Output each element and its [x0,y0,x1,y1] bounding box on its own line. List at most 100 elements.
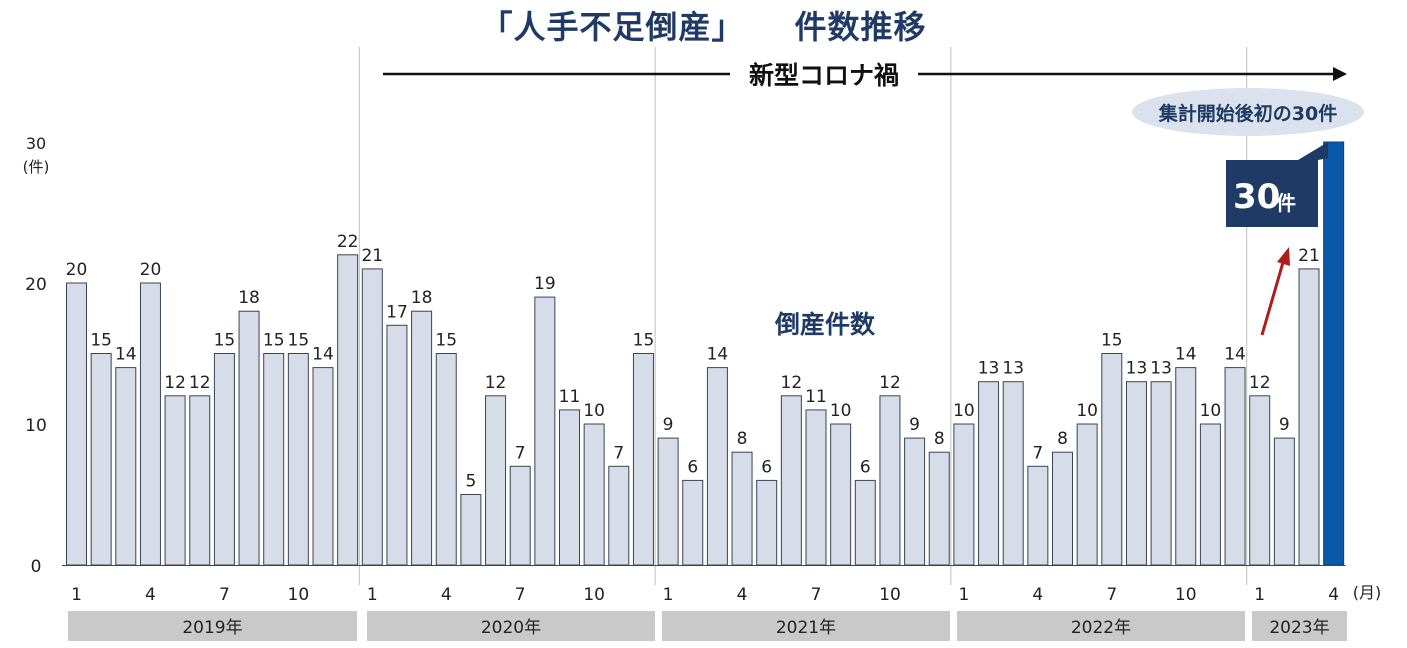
month-tick-label: 10 [1175,585,1197,605]
month-tick-label: 7 [811,585,822,605]
bar [879,395,901,566]
bar-value-label: 6 [860,457,871,477]
bar-value-label: 7 [613,443,624,463]
bar [904,437,926,566]
bar [780,395,802,566]
year-band [662,611,950,641]
callout-bubble-text: 集計開始後初の30件 [1158,102,1337,125]
bar [534,296,556,566]
covid-arrow-head [1333,67,1347,81]
bar-value-label: 15 [288,331,310,351]
bar [139,282,161,566]
bar-value-label: 9 [663,415,674,435]
bar [1150,381,1172,566]
month-tick-label: 1 [367,585,378,605]
month-tick-label: 1 [663,585,674,605]
bar-value-label: 7 [1032,443,1043,463]
bar-value-label: 11 [805,387,827,407]
bar [115,367,137,566]
bar-value-label: 21 [1298,246,1320,266]
bar [509,465,531,566]
bar-value-label: 10 [1200,401,1222,421]
bar-value-label: 7 [515,443,526,463]
bar [1224,367,1246,566]
month-tick-label: 4 [441,585,452,605]
callout-box-pointer [1298,142,1328,160]
bar-value-label: 14 [1175,345,1197,365]
bar [682,479,704,566]
bar-value-label: 15 [263,331,285,351]
bar [559,409,580,566]
y-unit-bottom: (件) [23,158,50,176]
bar [287,353,309,566]
month-tick-label: 10 [583,585,605,605]
bar [164,395,186,566]
bar-value-label: 12 [879,373,901,393]
month-tick-label: 1 [958,585,969,605]
bar-value-label: 6 [761,457,772,477]
bar-value-label: 9 [909,415,920,435]
trend-arrow-head [1277,247,1290,266]
bar-value-label: 15 [435,331,457,351]
bar [1298,268,1320,566]
bar-value-label: 15 [1101,331,1123,351]
year-band [367,611,655,641]
bar [830,423,852,566]
bar [411,310,433,566]
bar [189,395,211,566]
bar [263,353,285,566]
bar-value-label: 10 [830,401,852,421]
y-tick-label: 0 [31,557,42,577]
callout-bubble [1132,88,1364,136]
bar-value-label: 8 [934,429,945,449]
bar [928,451,950,566]
month-unit-label: (月) [1353,583,1382,602]
year-band [957,611,1245,641]
bar-value-label: 18 [411,288,433,308]
bar-value-label: 13 [1126,359,1148,379]
year-band [68,611,357,641]
month-tick-label: 7 [219,585,230,605]
bar [805,409,827,566]
month-tick-label: 7 [515,585,526,605]
bar [608,465,630,566]
chart-title-sub: 件数推移 [794,8,927,46]
bar [460,494,482,566]
bar [1002,381,1024,566]
bar-value-label: 13 [1150,359,1172,379]
bar-value-label: 12 [485,373,507,393]
bar-value-label: 6 [687,457,698,477]
bar-value-label: 14 [115,345,137,365]
bar-value-label: 5 [465,472,476,492]
bar-value-label: 13 [978,359,1000,379]
bar [1027,465,1049,566]
bar-value-label: 10 [953,401,975,421]
bar-value-label: 15 [90,331,112,351]
bar-value-label: 14 [1224,345,1246,365]
year-label: 2019年 [182,618,242,638]
bar [1199,423,1221,566]
bar [1076,423,1098,566]
bar-value-label: 14 [707,345,729,365]
bar-value-label: 11 [559,387,581,407]
chart-title: 「人手不足倒産」 件数推移 [0,2,1407,48]
bar-value-label: 19 [534,274,556,294]
bar-value-label: 10 [1076,401,1098,421]
y-tick-label: 20 [25,275,47,295]
series-label: 倒産件数 [774,310,876,339]
bar [485,395,507,566]
bar-value-label: 8 [737,429,748,449]
month-tick-label: 4 [145,585,156,605]
bar-value-label: 9 [1279,415,1290,435]
bar [632,353,654,566]
bar [238,310,260,566]
bar [953,423,975,566]
bar [90,353,112,566]
bar [706,367,728,566]
year-label: 2022年 [1071,618,1131,638]
trend-arrow-line [1260,258,1286,336]
bar [1175,367,1197,566]
bar [435,353,457,566]
y-tick-label: 10 [25,416,47,436]
bar-value-label: 10 [583,401,605,421]
